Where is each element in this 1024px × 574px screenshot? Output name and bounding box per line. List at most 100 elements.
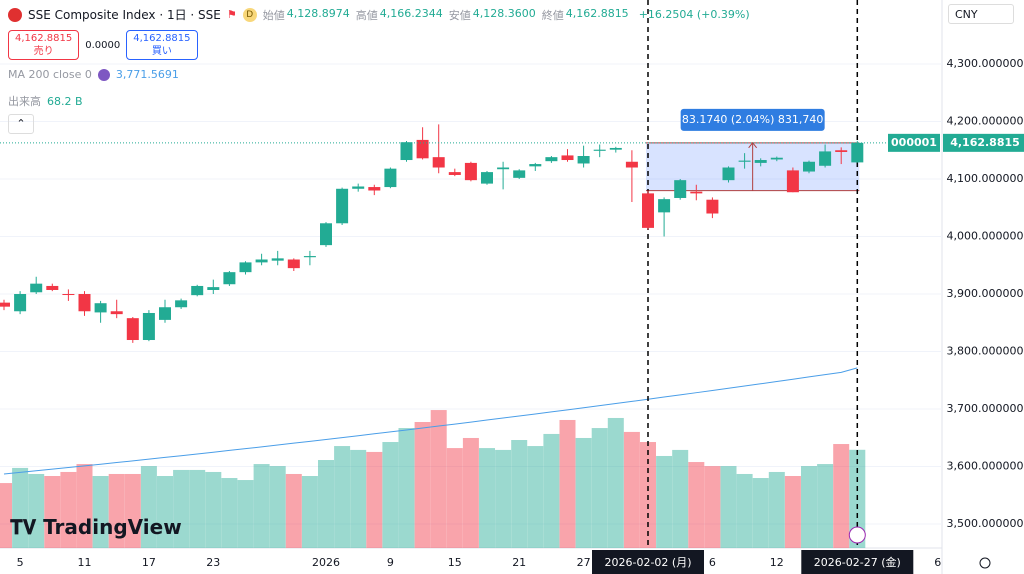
candle-body [545, 157, 558, 162]
x-tick-label: 17 [142, 556, 156, 569]
volume-bar [301, 476, 318, 548]
volume-bar [623, 431, 640, 548]
candle-body [352, 186, 365, 189]
candle-body [400, 142, 413, 161]
ohlc-value: 4,128.3600 [472, 6, 536, 20]
candle-body [674, 180, 687, 198]
volume-row: 出来高 68.2 B [8, 93, 83, 109]
candle-body [110, 311, 123, 315]
legend-row: SSE Composite Index · 1日 · SSE ⚑ D 始値 4,1… [8, 6, 750, 23]
volume-bar [205, 471, 222, 548]
volume-bar [60, 471, 77, 548]
ma-value: 3,771.5691 [115, 68, 179, 81]
y-tick-label: 3,600.000000 [947, 460, 1024, 473]
volume-bar [285, 473, 302, 548]
y-tick-label: 3,900.000000 [947, 287, 1024, 300]
candle-body [464, 162, 477, 181]
x-label-highlight [801, 550, 914, 574]
volume-bar [462, 437, 479, 548]
candle-body [78, 294, 91, 312]
brand-name: TradingView [43, 515, 182, 539]
candle-body [384, 168, 397, 188]
volume-bar [752, 478, 769, 548]
x-tick-label: 5 [17, 556, 24, 569]
candle-body [94, 303, 107, 313]
x-tick-label: 27 [577, 556, 591, 569]
volume-bar [656, 455, 673, 548]
change: +16.2504 (+0.39%) [638, 8, 750, 21]
volume-bar [833, 444, 850, 548]
candle-body [175, 300, 188, 308]
x-label-highlight [592, 550, 704, 574]
sell-price: 4,162.8815 [15, 33, 73, 44]
volume-bar [801, 466, 817, 548]
volume-bar [124, 473, 141, 548]
ohlc-label: 高値 [355, 8, 378, 22]
ma-label[interactable]: MA 200 close 0 [8, 68, 92, 81]
settings-icon[interactable] [979, 557, 991, 569]
candle-body [577, 156, 590, 164]
volume-bar [495, 449, 512, 548]
candle-body [448, 172, 461, 175]
x-tick-label: 23 [206, 556, 220, 569]
volume-bar [414, 422, 431, 548]
y-tick-label: 4,200.000000 [947, 115, 1024, 128]
x-tick-label: 11 [78, 556, 92, 569]
candle-body [561, 155, 574, 161]
collapse-button[interactable]: ⌃ [8, 114, 34, 134]
y-tick-label: 4,000.000000 [947, 230, 1024, 243]
ohlc-label: 始値 [262, 8, 285, 22]
spread: 0.0000 [85, 39, 121, 51]
y-tick-label: 3,800.000000 [947, 345, 1024, 358]
volume-bar [334, 446, 351, 548]
volume-bar [0, 483, 12, 548]
volume-bar [253, 464, 270, 548]
currency[interactable]: CNY [948, 4, 1014, 24]
x-tick-label: 6 [709, 556, 716, 569]
ohlc-value: 4,162.8815 [565, 6, 629, 20]
ma-line [3, 367, 858, 475]
candle-body [271, 258, 284, 261]
candle-body [255, 259, 268, 263]
ohlc-label: 安値 [448, 8, 471, 22]
volume-bar [575, 437, 592, 548]
buy-button[interactable]: 4,162.8815 買い [126, 30, 198, 60]
volume-bar [720, 466, 737, 548]
candle-body [835, 150, 848, 152]
x-tick-label: 6 [934, 556, 941, 569]
volume-bar [607, 417, 624, 548]
x-tick-label: 2026-02-02 (月) [604, 556, 691, 569]
symbol-icon [8, 7, 22, 22]
flag[interactable]: ⚑ [226, 8, 237, 21]
sell-label: 売り [33, 46, 54, 57]
candle-body [593, 149, 606, 151]
symbol-tag-bg [888, 133, 940, 152]
volume-bar [76, 464, 93, 548]
volume-bar [817, 464, 834, 548]
volume-bar [430, 410, 447, 548]
volume-label[interactable]: 出来高 [8, 95, 41, 108]
ohlc-label: 終値 [541, 8, 564, 22]
d-badge[interactable]: D [242, 7, 257, 22]
buy-label: 買い [151, 46, 172, 57]
sell-button[interactable]: 4,162.8815 売り [8, 30, 80, 60]
volume-bar [140, 466, 157, 548]
x-tick-label: 12 [770, 556, 784, 569]
alert-icon[interactable] [848, 526, 866, 544]
volume-bar [559, 419, 576, 548]
measure-label-bg [680, 108, 825, 131]
candle-body [320, 223, 332, 246]
symbol[interactable]: SSE Composite Index · 1日 · SSE [28, 8, 221, 22]
candle-body [207, 287, 220, 290]
candle-body [819, 151, 832, 166]
volume-bar [157, 476, 173, 548]
volume-bar [704, 466, 721, 548]
candle-body [609, 147, 622, 150]
candle-body [142, 312, 155, 341]
candle-body [529, 164, 542, 167]
candle-body [513, 170, 526, 178]
x-tick-label: 2026-02-27 (金) [814, 555, 901, 569]
candle-body [368, 187, 381, 191]
